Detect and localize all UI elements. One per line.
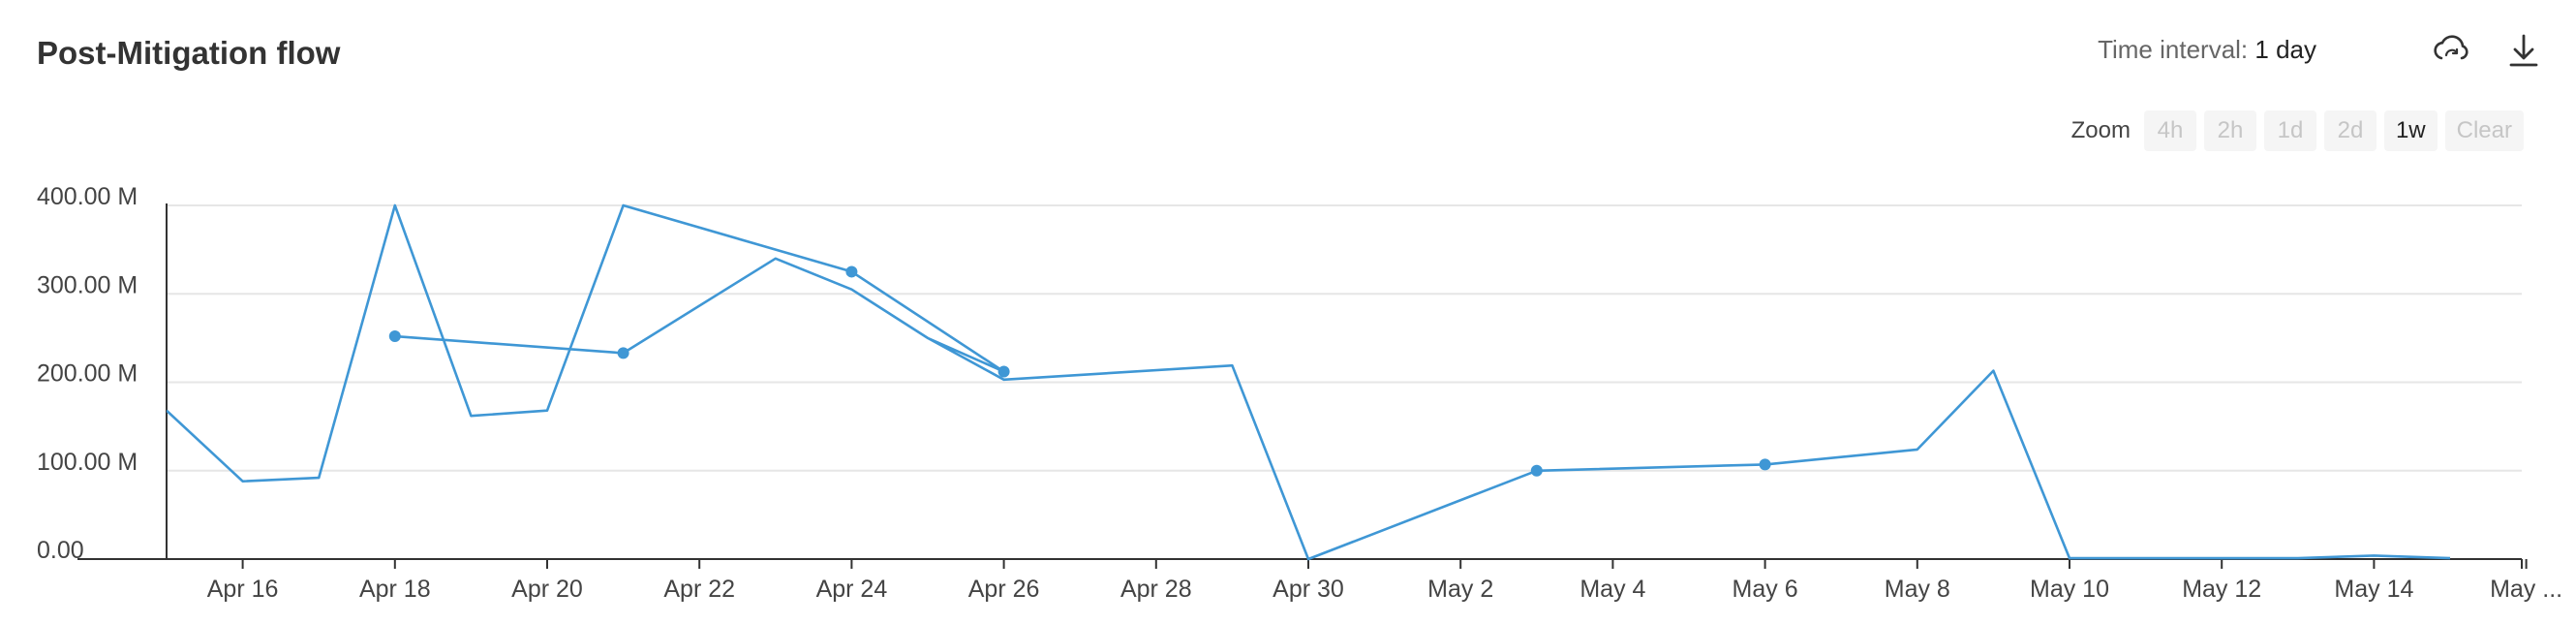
data-point <box>997 365 1010 378</box>
zoom-1w-button[interactable]: 1w <box>2383 110 2438 151</box>
y-axis: 0.00 100.00 M 200.00 M 300.00 M 400.00 M <box>37 183 138 564</box>
y-tick-label: 300.00 M <box>37 271 138 298</box>
y-tick-label: 100.00 M <box>37 449 138 476</box>
series-line <box>167 203 2451 561</box>
x-tick-label: Apr 16 <box>207 576 279 603</box>
x-tick-label: May ... <box>2490 576 2562 603</box>
zoom-clear-button[interactable]: Clear <box>2444 110 2524 151</box>
time-interval-value: 1 day <box>2254 35 2316 64</box>
zoom-controls: Zoom 4h 2h 1d 2d 1w Clear <box>2071 110 2524 151</box>
time-interval-label: Time interval: <box>2098 35 2249 64</box>
x-tick-label: May 6 <box>1733 576 1798 603</box>
data-point <box>1759 458 1771 471</box>
zoom-1d-button[interactable]: 1d <box>2263 110 2316 151</box>
x-tick-label: Apr 22 <box>663 576 735 603</box>
chart-title: Post-Mitigation flow <box>37 35 341 71</box>
y-tick-label: 400.00 M <box>37 183 138 210</box>
line-chart: 0.00 100.00 M 200.00 M 300.00 M 400.00 M Apr… <box>37 183 2562 603</box>
data-point <box>617 347 629 359</box>
zoom-4h-button[interactable]: 4h <box>2143 110 2196 151</box>
download-icon[interactable] <box>2502 29 2545 72</box>
y-tick-label: 200.00 M <box>37 360 138 388</box>
zoom-2d-button[interactable]: 2d <box>2323 110 2377 151</box>
data-point <box>845 265 858 278</box>
time-interval: Time interval: 1 day <box>2098 35 2316 65</box>
series-layer <box>167 203 2451 561</box>
x-tick-label: Apr 26 <box>968 576 1040 603</box>
x-tick-label: May 10 <box>2030 576 2109 603</box>
x-tick-label: Apr 24 <box>816 576 888 603</box>
data-point <box>1530 464 1543 477</box>
x-tick-label: May 4 <box>1579 576 1645 603</box>
x-tick-label: May 8 <box>1885 576 1950 603</box>
x-tick-label: May 2 <box>1427 576 1493 603</box>
zoom-2h-button[interactable]: 2h <box>2203 110 2256 151</box>
x-tick-label: Apr 30 <box>1273 576 1344 603</box>
cloud-refresh-icon[interactable] <box>2431 29 2473 72</box>
x-tick-label: Apr 20 <box>511 576 583 603</box>
zoom-label: Zoom <box>2070 117 2131 143</box>
x-axis: Apr 16 Apr 18 Apr 20 Apr 22 Apr 24 Apr 26 Apr … <box>77 203 2562 603</box>
x-tick-label: May 12 <box>2182 576 2261 603</box>
x-tick-label: Apr 28 <box>1120 576 1192 603</box>
grid <box>167 204 2522 472</box>
y-tick-label: 0.00 <box>37 537 84 564</box>
x-tick-label: Apr 18 <box>359 576 431 603</box>
x-tick-label: May 14 <box>2334 576 2413 603</box>
data-point <box>388 330 401 343</box>
